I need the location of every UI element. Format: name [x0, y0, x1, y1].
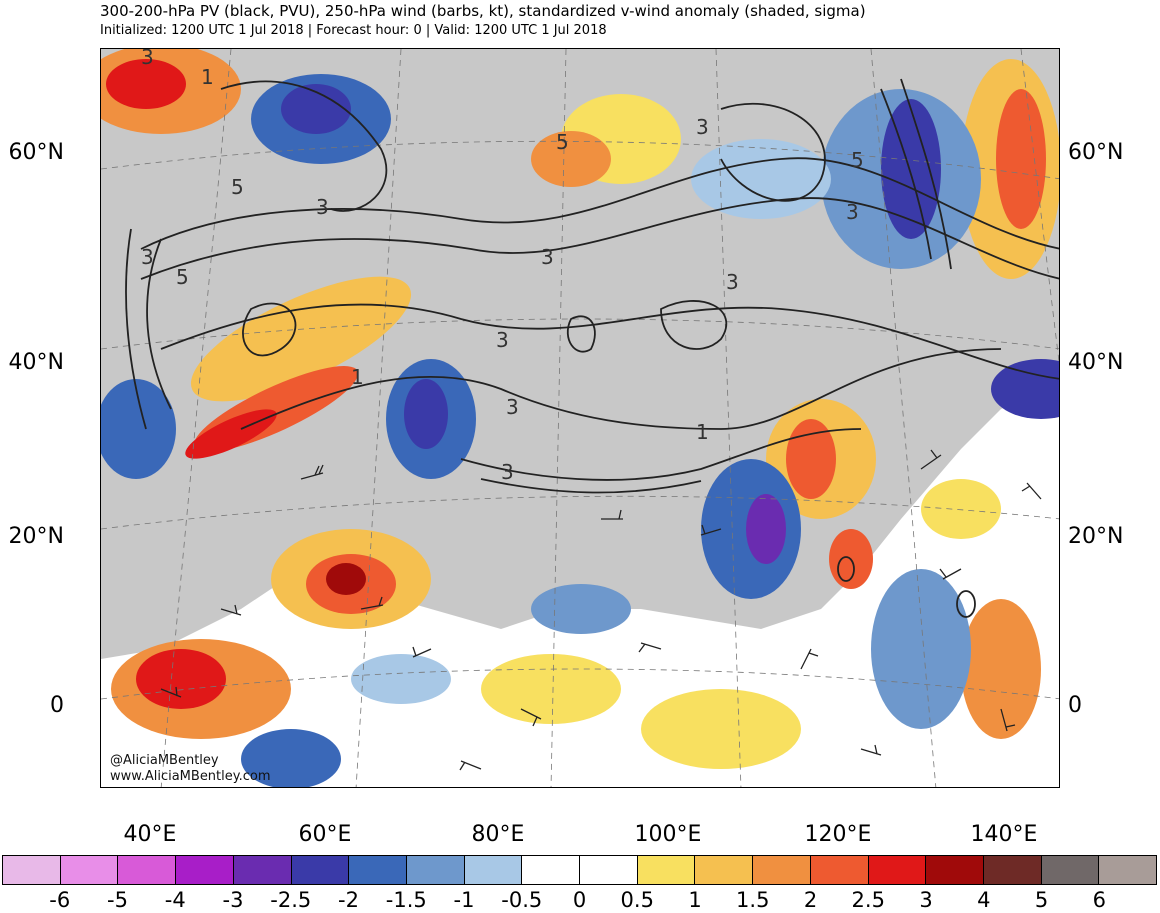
colorbar-tick-label: 4 — [977, 888, 991, 912]
pv-label: 3 — [141, 49, 154, 69]
colorbar-box — [810, 856, 869, 884]
colorbar-tick-label: 2.5 — [851, 888, 885, 912]
colorbar-box — [637, 856, 696, 884]
pv-label: 3 — [501, 460, 514, 484]
colorbar-tick-label: 1 — [688, 888, 702, 912]
lat-label-0-left: 0 — [50, 693, 64, 718]
lat-label-60n-right: 60°N — [1068, 140, 1124, 165]
map-panel: 1 3 5 3 5 3 3 1 3 3 3 5 3 3 1 5 3 — [100, 48, 1060, 788]
pv-label: 3 — [506, 395, 519, 419]
colorbar-box — [753, 856, 811, 884]
colorbar-tick-label: -1.5 — [385, 888, 427, 912]
pv-label: 3 — [496, 328, 509, 352]
colorbar-tick-label: -3 — [222, 888, 244, 912]
colorbar-box — [983, 856, 1042, 884]
colorbar-box — [291, 856, 350, 884]
map-svg: 1 3 5 3 5 3 3 1 3 3 3 5 3 3 1 5 3 — [101, 49, 1059, 787]
lat-label-0-right: 0 — [1068, 693, 1082, 718]
colorbar-tick-label: -4 — [164, 888, 186, 912]
colorbar-box — [233, 856, 292, 884]
colorbar-box — [695, 856, 754, 884]
pv-label: 3 — [846, 200, 859, 224]
pv-labels: 1 3 5 3 5 3 3 1 3 3 3 5 3 3 1 5 3 — [141, 49, 864, 484]
pv-label: 5 — [176, 265, 189, 289]
colorbar-tick-label: 1.5 — [736, 888, 770, 912]
lat-label-40n-left: 40°N — [8, 350, 64, 375]
pv-label: 1 — [696, 420, 709, 444]
colorbar-box — [522, 856, 581, 884]
lon-label-140e: 140°E — [970, 822, 1038, 847]
colorbar-box — [1099, 856, 1157, 884]
pv-label: 3 — [541, 245, 554, 269]
pv-label: 5 — [851, 148, 864, 172]
pv-label: 3 — [141, 245, 154, 269]
colorbar — [2, 855, 1157, 885]
colorbar-tick-label: -5 — [107, 888, 128, 912]
pv-label: 3 — [696, 115, 709, 139]
colorbar-tick-label: 3 — [919, 888, 933, 912]
lat-label-40n-right: 40°N — [1068, 350, 1124, 375]
colorbar-tick-label: 2 — [803, 888, 818, 912]
lon-label-40e: 40°E — [123, 822, 177, 847]
map-subtitle: Initialized: 1200 UTC 1 Jul 2018 | Forec… — [100, 23, 607, 38]
colorbar-box — [349, 856, 407, 884]
pv-label: 3 — [726, 270, 739, 294]
colorbar-box — [176, 856, 234, 884]
credit-handle: @AliciaMBentley — [110, 753, 219, 768]
pv-label: 1 — [201, 65, 214, 89]
colorbar-tick-label: -1 — [453, 888, 475, 912]
colorbar-tick-label: 0 — [572, 888, 587, 912]
pv-label: 3 — [316, 195, 329, 219]
pv-label: 5 — [231, 175, 244, 199]
colorbar-box — [60, 856, 119, 884]
credit-url[interactable]: www.AliciaMBentley.com — [110, 769, 271, 784]
colorbar-tick-label: -6 — [49, 888, 71, 912]
lon-label-120e: 120°E — [804, 822, 872, 847]
colorbar-tick-label: -0.5 — [501, 888, 543, 912]
lon-label-100e: 100°E — [634, 822, 702, 847]
lat-label-20n-right: 20°N — [1068, 524, 1124, 549]
colorbar-box — [464, 856, 523, 884]
wind-barbs — [160, 449, 1042, 771]
colorbar-box — [118, 856, 177, 884]
pv-label: 1 — [351, 365, 364, 389]
colorbar-tick-label: 5 — [1034, 888, 1049, 912]
lat-label-60n-left: 60°N — [8, 140, 64, 165]
map-title: 300-200-hPa PV (black, PVU), 250-hPa win… — [100, 2, 866, 20]
pv-contours — [125, 78, 1059, 618]
colorbar-box — [868, 856, 927, 884]
colorbar-box — [1041, 856, 1100, 884]
colorbar-box — [3, 856, 61, 884]
lat-label-20n-left: 20°N — [8, 524, 64, 549]
pv-label: 5 — [556, 130, 569, 154]
lon-label-60e: 60°E — [298, 822, 352, 847]
colorbar-tick-label: -2 — [338, 888, 359, 912]
colorbar-tick-label: -2.5 — [270, 888, 312, 912]
colorbar-tick-label: 0.5 — [620, 888, 654, 912]
positive-anomalies — [101, 49, 1059, 769]
colorbar-box — [580, 856, 638, 884]
colorbar-box — [406, 856, 465, 884]
negative-anomalies — [101, 74, 1059, 787]
colorbar-tick-label: 6 — [1092, 888, 1106, 912]
lon-label-80e: 80°E — [471, 822, 525, 847]
graticule — [101, 49, 1059, 787]
colorbar-box — [926, 856, 984, 884]
